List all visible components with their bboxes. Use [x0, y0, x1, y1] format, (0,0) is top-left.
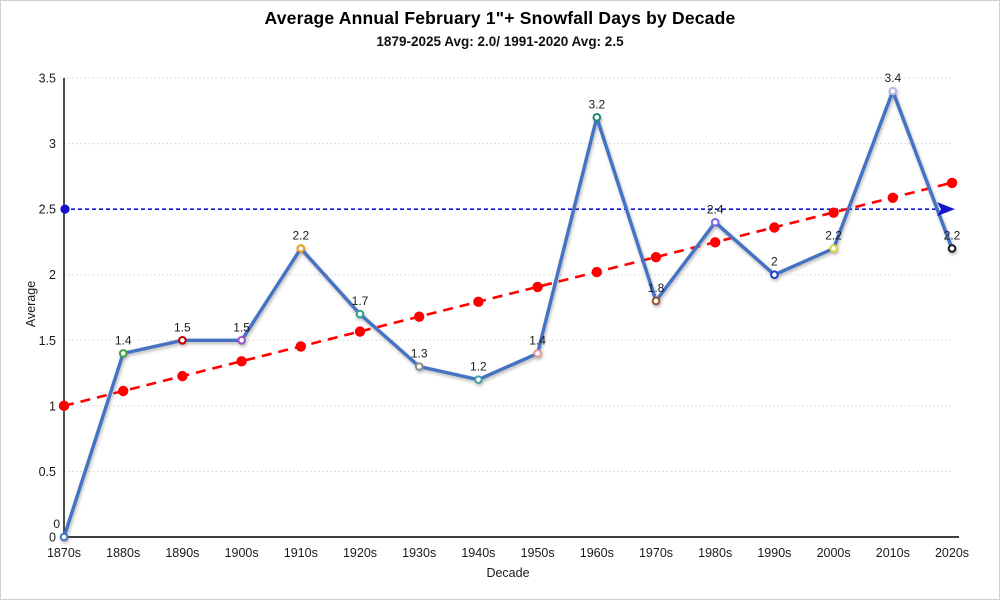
y-tick-label: 1 — [49, 399, 56, 413]
trend-dot — [354, 326, 366, 337]
data-marker-1970s — [651, 296, 661, 306]
chart-title: Average Annual February 1"+ Snowfall Day… — [264, 8, 736, 28]
data-label-2000s: 2.2 — [825, 228, 842, 242]
y-tick-label: 3 — [49, 137, 56, 151]
data-marker-2000s — [829, 244, 838, 253]
data-marker-1870s — [59, 532, 69, 542]
trend-dot — [414, 311, 425, 322]
trend-dot — [58, 400, 70, 412]
trend-dot — [118, 385, 129, 397]
data-label-1950s: 1.4 — [529, 333, 546, 347]
x-tick-label: 1870s — [47, 546, 81, 560]
y-tick-label: 2.5 — [39, 203, 56, 217]
data-label-1980s: 2.4 — [707, 202, 724, 216]
data-marker-1940s — [474, 375, 483, 384]
x-tick-label: 1990s — [757, 546, 791, 560]
x-tick-label: 2010s — [876, 546, 910, 560]
x-tick-label: 1900s — [225, 546, 259, 560]
trend-dot — [532, 281, 543, 293]
x-tick-label: 1890s — [165, 546, 199, 560]
x-tick-label: 2020s — [935, 546, 969, 560]
ref-line-start-dot — [60, 204, 70, 214]
y-tick-label: 1.5 — [39, 334, 56, 348]
trend-dot — [591, 266, 602, 278]
data-marker-1980s — [710, 217, 720, 227]
y-tick-label: 2 — [49, 268, 56, 282]
ref-line-arrow — [937, 202, 955, 217]
trend-dot — [828, 207, 839, 218]
data-label-1940s: 1.2 — [470, 360, 487, 374]
data-marker-1990s — [770, 270, 779, 280]
trend-dot — [887, 192, 898, 203]
data-marker-2020s — [947, 244, 957, 253]
x-tick-label: 1880s — [106, 546, 140, 560]
data-label-1880s: 1.4 — [115, 333, 132, 347]
x-tick-label: 1920s — [343, 546, 377, 560]
data-label-2010s: 3.4 — [884, 71, 901, 85]
data-label-2020s: 2.2 — [944, 228, 961, 242]
data-marker-1900s — [237, 335, 246, 345]
data-label-1960s: 3.2 — [588, 97, 605, 111]
series-line — [62, 89, 954, 539]
data-marker-1960s — [592, 113, 602, 122]
data-label-1920s: 1.7 — [352, 294, 369, 308]
trend-dot — [946, 177, 958, 189]
data-marker-1890s — [178, 335, 187, 345]
data-marker-1920s — [355, 309, 365, 319]
x-tick-label: 1910s — [284, 546, 318, 560]
data-label-1900s: 1.5 — [233, 320, 250, 334]
data-marker-1910s — [296, 244, 306, 253]
data-marker-1930s — [414, 362, 424, 371]
data-label-1990s: 2 — [771, 255, 778, 269]
y-tick-label: 0 — [49, 531, 56, 545]
data-marker-1950s — [533, 349, 542, 358]
chart-subtitle: 1879-2025 Avg: 2.0/ 1991-2020 Avg: 2.5 — [376, 34, 624, 49]
data-marker-2010s — [888, 86, 898, 96]
series-group — [59, 86, 957, 542]
y-tick-label: 3.5 — [39, 72, 56, 86]
data-label-1930s: 1.3 — [411, 347, 428, 361]
trend-dot — [650, 252, 662, 263]
x-axis-title: Decade — [486, 566, 530, 580]
x-tick-label: 1940s — [461, 546, 495, 560]
data-label-1870s: 0 — [53, 517, 60, 531]
x-tick-label: 1950s — [521, 546, 555, 560]
trend-dot — [473, 296, 484, 308]
trend-dot — [710, 237, 721, 248]
data-label-1890s: 1.5 — [174, 320, 191, 334]
x-tick-label: 1960s — [580, 546, 614, 560]
data-label-1970s: 1.8 — [648, 281, 665, 295]
trend-dot — [236, 356, 247, 367]
data-marker-1880s — [118, 349, 128, 358]
x-tick-label: 2000s — [817, 546, 851, 560]
data-label-1910s: 2.2 — [292, 228, 309, 242]
y-tick-label: 0.5 — [39, 465, 56, 479]
x-tick-label: 1930s — [402, 546, 436, 560]
trend-dot — [295, 341, 306, 352]
trend-dot — [769, 222, 780, 233]
trend-dot — [177, 370, 188, 382]
trend-line — [63, 180, 958, 408]
x-tick-label: 1970s — [639, 546, 673, 560]
x-tick-label: 1980s — [698, 546, 732, 560]
